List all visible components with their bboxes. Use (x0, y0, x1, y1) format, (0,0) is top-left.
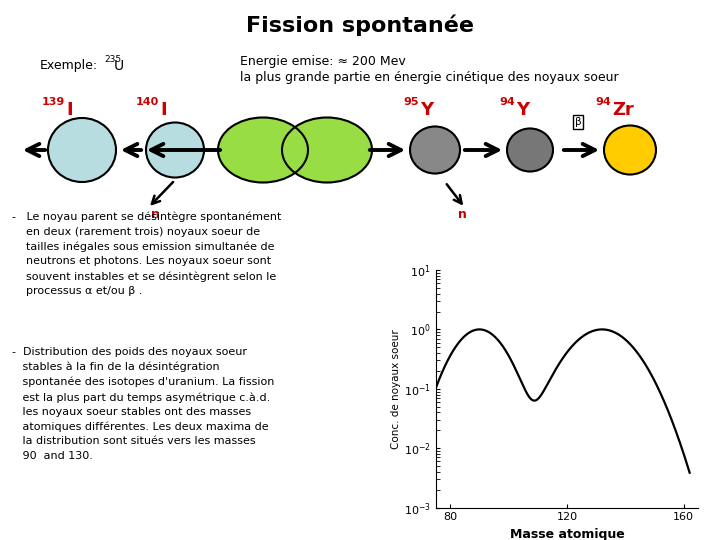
Text: -  Distribution des poids des noyaux soeur
   stables à la fin de la désintégrat: - Distribution des poids des noyaux soeu… (12, 347, 274, 461)
Text: 95: 95 (403, 97, 419, 107)
Text: (d’après Kathren,1984): (d’après Kathren,1984) (477, 495, 598, 505)
X-axis label: Masse atomique: Masse atomique (510, 528, 624, 540)
Y-axis label: Conc. de noyaux soeur: Conc. de noyaux soeur (391, 329, 401, 449)
Text: -   Le noyau parent se désintègre spontanément
    en deux (rarement trois) noya: - Le noyau parent se désintègre spontané… (12, 212, 282, 296)
Ellipse shape (507, 129, 553, 172)
Ellipse shape (410, 126, 460, 173)
Text: Exemple:: Exemple: (40, 58, 98, 71)
Text: Zr: Zr (612, 101, 634, 119)
Text: 94: 94 (499, 97, 515, 107)
Text: n: n (150, 208, 159, 221)
Ellipse shape (48, 118, 116, 182)
Text: Y: Y (516, 101, 529, 119)
Text: Fission spontanée: Fission spontanée (246, 14, 474, 36)
Text: Energie emise: ≈ 200 Mev: Energie emise: ≈ 200 Mev (240, 56, 406, 69)
Text: U: U (114, 59, 124, 73)
Text: β: β (575, 117, 581, 127)
Ellipse shape (282, 118, 372, 183)
Text: I: I (66, 101, 73, 119)
Text: la plus grande partie en énergie cinétique des noyaux soeur: la plus grande partie en énergie cinétiq… (240, 71, 618, 84)
Text: I: I (160, 101, 166, 119)
Text: 235: 235 (104, 55, 121, 64)
Text: Y: Y (420, 101, 433, 119)
Ellipse shape (604, 125, 656, 174)
Ellipse shape (218, 118, 308, 183)
Ellipse shape (146, 123, 204, 178)
Text: 94: 94 (595, 97, 611, 107)
Text: n: n (458, 208, 467, 221)
Text: 139: 139 (42, 97, 65, 107)
Text: 140: 140 (136, 97, 159, 107)
